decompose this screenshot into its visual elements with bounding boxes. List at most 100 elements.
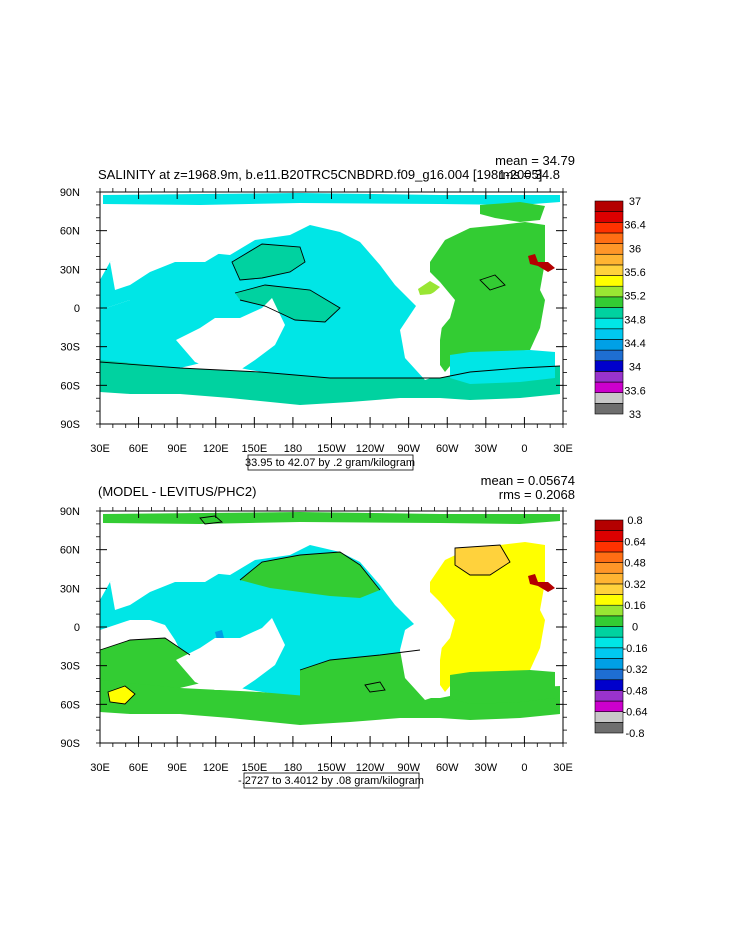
pacific-subtropical-north xyxy=(232,244,305,280)
colorbar-swatch xyxy=(594,626,624,638)
colorbar-swatch xyxy=(594,658,624,670)
lon-tick-label: 150W xyxy=(317,443,346,455)
lat-tick-label: 30N xyxy=(60,264,80,276)
plot-title: SALINITY at z=1968.9m, b.e11.B20TRC5CNBD… xyxy=(98,167,542,182)
negative-patch xyxy=(215,630,224,640)
colorbar-label: 36.4 xyxy=(624,220,645,232)
colorbar-label: 34 xyxy=(629,362,641,374)
colorbar-swatch xyxy=(594,700,624,712)
colorbar-swatch xyxy=(594,583,624,595)
colorbar-swatch xyxy=(594,403,624,415)
colorbar-label: 35.2 xyxy=(624,291,645,303)
colorbar-swatch xyxy=(594,572,624,585)
ocean-southern xyxy=(100,360,560,405)
colorbar-label: -0.32 xyxy=(622,664,647,676)
lat-tick-label: 90N xyxy=(60,187,80,199)
lat-tick-label: 30N xyxy=(60,583,80,595)
colorbar-swatch xyxy=(594,519,624,531)
colorbar-swatch xyxy=(594,615,624,627)
colorbar-swatch xyxy=(594,371,624,383)
colorbar-swatch xyxy=(594,211,624,223)
lon-tick-label: 60W xyxy=(436,762,459,774)
map-field xyxy=(100,193,563,405)
colorbar-swatch xyxy=(594,296,624,308)
mean-label: mean = 34.79 xyxy=(495,153,575,168)
colorbar-label: 0.16 xyxy=(624,600,645,612)
lon-tick-label: 30E xyxy=(90,443,110,455)
land-mask xyxy=(110,560,563,700)
colorbar-swatch xyxy=(594,722,624,734)
ocean-indian xyxy=(100,290,205,368)
minor-ticks xyxy=(96,507,567,747)
lon-tick-label: 90E xyxy=(167,762,187,774)
lon-tick-label: 30E xyxy=(553,443,573,455)
colorbar: -0.8 -0.64 -0.48 -0.32 -0.16 0 0.16 0.32 0.48 0.6… xyxy=(594,515,648,740)
south-atlantic-fill xyxy=(450,350,555,384)
colorbar-swatch xyxy=(594,339,624,351)
colorbar-swatch xyxy=(594,317,624,330)
colorbar-swatch xyxy=(594,360,624,372)
lon-tick-label: 30W xyxy=(475,762,498,774)
pacific-subpolar xyxy=(240,552,380,598)
lon-tick-label: 180 xyxy=(284,762,302,774)
colorbar-swatch xyxy=(594,690,624,702)
colorbar-swatch xyxy=(594,328,624,340)
lon-tick-label: 150E xyxy=(241,443,267,455)
colorbar-label: -0.8 xyxy=(626,728,645,740)
lat-tick-labels: 90N 60N 30N 0 30S 60S 90S xyxy=(60,506,563,750)
lon-tick-label: 0 xyxy=(521,443,527,455)
colorbar-swatch xyxy=(594,668,624,681)
colorbar-swatch xyxy=(594,594,624,606)
panel-salinity: SALINITY at z=1968.9m, b.e11.B20TRC5CNBD… xyxy=(60,153,646,471)
colorbar-label: 36 xyxy=(629,243,641,255)
colorbar-label: 34.8 xyxy=(624,314,645,326)
lat-tick-label: 60S xyxy=(60,380,80,392)
colorbar-swatch xyxy=(594,636,624,649)
lon-tick-labels: 30E 60E 90E 120E 150E 180 150W 120W 90W 60W 30W 0 30… xyxy=(90,511,573,774)
lat-tick-label: 90S xyxy=(60,419,80,431)
colorbar-swatch xyxy=(594,381,624,393)
colorbar-swatch xyxy=(594,551,624,563)
contours xyxy=(99,243,561,379)
lon-tick-label: 120W xyxy=(356,762,385,774)
info-label: -.2727 to 3.4012 by .08 gram/kilogram xyxy=(238,775,424,787)
lat-tick-label: 60N xyxy=(60,226,80,238)
lon-tick-label: 180 xyxy=(284,443,302,455)
info-box xyxy=(247,454,414,471)
colorbar-swatch xyxy=(594,222,624,234)
colorbar-swatch xyxy=(594,307,624,319)
lon-tick-label: 120E xyxy=(203,762,229,774)
colorbar-label: 33.6 xyxy=(624,385,645,397)
colorbar-swatch xyxy=(594,243,624,255)
plot-title: (MODEL - LEVITUS/PHC2) xyxy=(98,484,256,499)
ocean-southern xyxy=(100,680,560,725)
lon-tick-label: 90E xyxy=(167,443,187,455)
colorbar-swatch xyxy=(594,253,624,266)
lon-tick-label: 60E xyxy=(129,762,149,774)
colorbar-label: -0.16 xyxy=(622,643,647,655)
colorbar-label: 33 xyxy=(629,409,641,421)
colorbar: 33 33.6 34 34.4 34.8 35.2 35.6 36 36.4 37 xyxy=(594,196,646,421)
lat-tick-label: 30S xyxy=(60,342,80,354)
ocean-atlantic xyxy=(430,542,545,692)
colorbar-swatch xyxy=(594,232,624,244)
colorbar-label: 0.32 xyxy=(624,579,645,591)
colorbar-swatch xyxy=(594,200,624,212)
colorbar-label: -0.64 xyxy=(622,707,647,719)
rms-label: rms = 34.8 xyxy=(498,167,560,182)
lon-tick-label: 90W xyxy=(397,762,420,774)
lat-tick-label: 30S xyxy=(60,661,80,673)
lon-tick-labels: 30E 60E 90E 120E 150E 180 150W 120W 90W 60W 30W 0 30… xyxy=(90,192,573,455)
colorbar-swatch xyxy=(594,562,624,574)
info-label: 33.95 to 42.07 by .2 gram/kilogram xyxy=(245,457,415,469)
gulf-stream xyxy=(418,281,440,295)
lon-tick-label: 60W xyxy=(436,443,459,455)
lon-tick-label: 150E xyxy=(241,762,267,774)
ocean-indian xyxy=(100,638,205,688)
lon-tick-label: 120E xyxy=(203,443,229,455)
lat-tick-label: 90N xyxy=(60,506,80,518)
colorbar-swatch xyxy=(594,530,624,542)
lon-tick-label: 150W xyxy=(317,762,346,774)
lon-tick-label: 30W xyxy=(475,443,498,455)
